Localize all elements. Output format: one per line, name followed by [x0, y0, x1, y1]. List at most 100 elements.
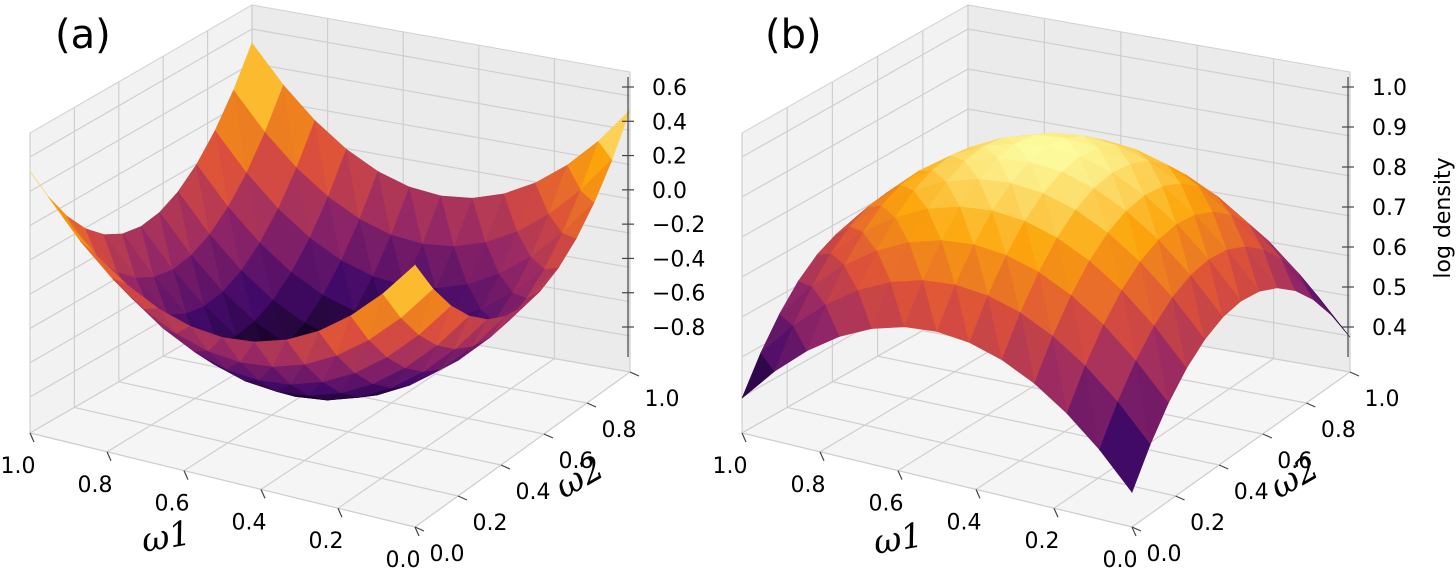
grid-wall-h — [29, 97, 253, 227]
grid-floor-y — [832, 381, 1220, 466]
grid-wall-h — [251, 96, 631, 166]
z-axis-ticks: 1.0 0.9 0.8 0.7 0.6 0.5 0.4 — [1342, 76, 1407, 357]
z-tick-label: −0.8 — [652, 316, 705, 341]
y-axis-ticks: 0.0 0.2 0.4 0.6 0.8 1.0 — [414, 371, 680, 567]
z-tick-label: −0.4 — [652, 247, 705, 272]
y-tick-label: 0.4 — [1234, 480, 1269, 505]
surface-facet — [562, 202, 595, 239]
z-axis-ticks: 0.6 0.4 0.2 0.0 −0.2 −0.4 −0.6 −0.8 — [622, 76, 705, 357]
panel-label: (a) — [55, 12, 111, 58]
y-tick-mark — [500, 464, 511, 470]
surface-facet — [1190, 275, 1224, 341]
grid-floor-x — [260, 344, 480, 490]
grid-wall-h — [741, 28, 969, 158]
z-tick-label: 0.0 — [652, 179, 687, 204]
x-tick-mark — [29, 432, 35, 443]
x-tick-label: 0.8 — [78, 473, 113, 498]
x-tick-mark — [260, 489, 266, 499]
grid-wall-h — [967, 28, 1351, 97]
y-tick-label: 0.8 — [602, 418, 637, 443]
grid-wall-h — [251, 62, 631, 131]
z-tick-label: 0.7 — [1372, 196, 1407, 221]
grid-floor-y — [118, 381, 502, 466]
grid-floor-x — [1131, 371, 1351, 528]
grid-wall-h — [967, 68, 1351, 137]
x-tick-label: 0.0 — [1103, 548, 1138, 573]
z-tick-label: 0.8 — [1372, 156, 1407, 181]
y-tick-label: 0.6 — [559, 449, 594, 474]
z-tick-label: 0.6 — [1372, 236, 1407, 261]
surface-facet — [1135, 360, 1169, 446]
x-axis-ticks: 1.0 0.8 0.6 0.4 0.2 0.0 — [1, 432, 421, 573]
panel-label: (b) — [765, 12, 822, 58]
surface-facet — [580, 159, 613, 203]
x-tick-label: 1.0 — [1, 454, 36, 479]
x-tick-label: 0.4 — [947, 510, 982, 535]
panel-b: 1.00.80.60.40.20.0 0.00.20.40.60.81.01.00… — [713, 4, 1456, 573]
surface-facet — [1281, 259, 1314, 301]
surface-facet — [1172, 297, 1206, 369]
z-tick-label: 0.4 — [1372, 316, 1407, 341]
y-tick-mark — [543, 433, 554, 439]
surface-facet — [286, 330, 320, 365]
z-tick-label: 1.0 — [1372, 76, 1407, 101]
surface — [29, 42, 631, 401]
y-tick-label: 0.6 — [1277, 449, 1312, 474]
x-tick-mark — [741, 432, 747, 443]
surface-facet — [1001, 311, 1035, 385]
surface-facet — [1317, 296, 1351, 338]
grid-floor-x — [1053, 358, 1274, 509]
y-tick-label: 0.4 — [516, 480, 551, 505]
x-tick-mark — [1053, 507, 1059, 518]
surface-facet — [543, 238, 577, 270]
grid-wall-h — [29, 62, 253, 192]
y-tick-mark — [629, 371, 640, 377]
surface-facet — [454, 315, 488, 350]
x-tick-label: 0.2 — [309, 529, 344, 554]
x-axis-label: ω1 — [870, 515, 926, 563]
grid-floor-x — [337, 358, 555, 509]
x-tick-mark — [897, 470, 903, 480]
y-tick-mark — [1131, 526, 1142, 532]
surface-facet — [436, 305, 470, 346]
y-tick-mark — [1262, 433, 1273, 439]
x-tick-mark — [183, 470, 189, 480]
surface-facet — [1299, 274, 1333, 316]
z-tick-label: 0.2 — [652, 145, 687, 170]
x-tick-label: 0.2 — [1025, 529, 1060, 554]
surface-facet — [400, 264, 434, 319]
y-tick-mark — [1349, 371, 1360, 377]
x-tick-label: 0.6 — [869, 492, 904, 517]
x-tick-mark — [337, 507, 343, 518]
grid-floor-y — [29, 432, 416, 528]
y-tick-mark — [457, 495, 468, 501]
y-tick-label: 0.0 — [1147, 542, 1182, 567]
x-tick-mark — [414, 526, 420, 537]
x-tick-label: 0.6 — [155, 492, 190, 517]
y-tick-mark — [1306, 402, 1316, 408]
grid-wall-h — [29, 28, 253, 158]
grid-floor-x — [414, 371, 631, 528]
panel-a: 1.00.80.60.40.20.0 0.00.20.40.60.81.00.60… — [1, 4, 705, 573]
y-tick-label: 0.2 — [1190, 511, 1225, 536]
surface-facet — [1117, 402, 1151, 494]
x-axis-label: ω1 — [138, 513, 194, 561]
y-tick-mark — [1175, 495, 1185, 501]
x-tick-label: 0.0 — [386, 548, 421, 573]
x-tick-mark — [975, 489, 981, 499]
surface-facet — [1263, 249, 1297, 292]
grid-floor-y — [741, 432, 1133, 528]
x-tick-label: 1.0 — [713, 454, 748, 479]
z-tick-label: −0.6 — [652, 282, 705, 307]
surface-facet — [1245, 246, 1278, 292]
y-tick-mark — [1218, 464, 1229, 470]
surface-facet — [598, 109, 631, 161]
x-tick-label: 0.8 — [791, 473, 826, 498]
y-axis-ticks: 0.0 0.2 0.4 0.6 0.8 1.0 — [1131, 371, 1400, 567]
z-tick-label: 0.5 — [1372, 276, 1407, 301]
grid-floor-y — [74, 406, 459, 497]
surface — [741, 132, 1351, 494]
z-tick-label: 0.4 — [652, 110, 687, 135]
z-tick-label: 0.9 — [1372, 116, 1407, 141]
